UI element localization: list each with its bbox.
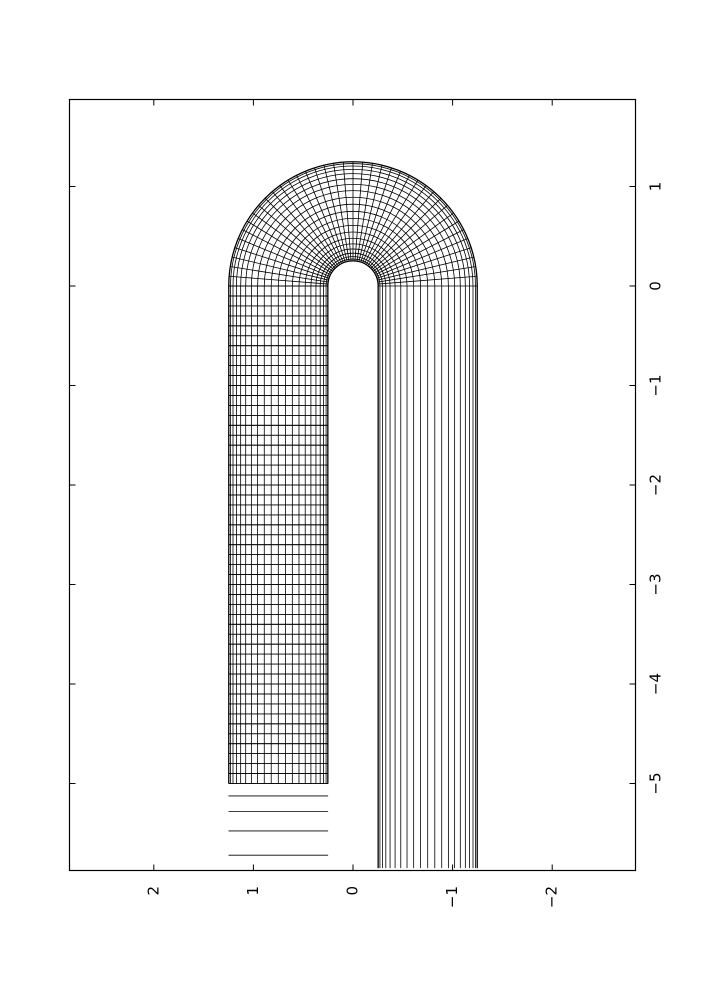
x-tick-label-5: 0 <box>647 281 665 291</box>
mesh-spoke-1 <box>377 275 478 285</box>
mesh-spoke-37 <box>231 256 329 281</box>
y-tick-label-1: 1 <box>244 886 262 896</box>
mesh-spoke-39 <box>228 275 329 285</box>
x-tick-label-6: 1 <box>647 182 665 192</box>
mesh-spoke-29 <box>271 191 338 268</box>
mesh-spoke-21 <box>342 161 352 262</box>
y-axis-ticks: 2 1 0 −1 −2 <box>144 99 561 908</box>
mesh-spoke-10 <box>370 197 442 269</box>
mesh-spoke-22 <box>333 163 350 262</box>
mesh-spoke-5 <box>375 238 469 277</box>
mesh-spoke-11 <box>368 191 435 268</box>
mesh-spoke-24 <box>314 167 346 263</box>
mesh-spoke-27 <box>287 179 341 265</box>
mesh-spoke-9 <box>371 204 448 271</box>
mesh-spoke-7 <box>374 220 460 274</box>
plot-frame <box>68 98 637 872</box>
mesh-arc-1 <box>327 260 379 287</box>
y-tick-label-3: −1 <box>443 886 461 908</box>
mesh-spoke-13 <box>365 179 419 265</box>
x-tick-label-3: −2 <box>647 474 665 496</box>
mesh-spoke-18 <box>356 163 373 262</box>
mesh-spoke-26 <box>296 174 343 265</box>
x-tick-label-2: −3 <box>647 573 665 595</box>
mesh-spoke-2 <box>377 266 477 283</box>
mesh-arc-0 <box>327 260 379 287</box>
mesh-spoke-19 <box>354 161 364 262</box>
y-tick-label-0: 2 <box>144 886 162 896</box>
mesh-spoke-4 <box>376 247 472 279</box>
mesh-spoke-32 <box>252 212 334 272</box>
x-tick-label-0: −5 <box>647 772 665 794</box>
mesh-spoke-23 <box>323 164 348 262</box>
mesh-layer <box>228 161 478 869</box>
mesh-spoke-8 <box>372 212 454 272</box>
mesh-spoke-28 <box>279 185 339 267</box>
mesh-spoke-15 <box>362 170 402 264</box>
mesh-spoke-12 <box>367 185 427 267</box>
mesh-spoke-31 <box>258 204 335 271</box>
x-tick-label-4: −1 <box>647 374 665 396</box>
mesh-spoke-17 <box>358 164 383 262</box>
mesh-spoke-3 <box>377 256 475 281</box>
mesh-spoke-34 <box>241 229 331 276</box>
mesh-spoke-25 <box>304 170 344 264</box>
mesh-arc-22 <box>228 161 478 287</box>
y-tick-label-4: −2 <box>543 886 561 908</box>
mesh-spoke-14 <box>363 174 410 265</box>
y-tick-label-2: 0 <box>344 886 362 896</box>
mesh-spoke-36 <box>234 247 330 279</box>
x-axis-ticks: −5 −4 −3 −2 −1 0 1 <box>69 182 665 795</box>
mesh-spoke-35 <box>237 238 331 277</box>
mesh-spoke-16 <box>360 167 392 263</box>
x-tick-label-1: −4 <box>647 673 665 695</box>
mesh-spoke-33 <box>246 220 332 274</box>
mesh-spoke-30 <box>264 197 336 269</box>
mesh-spoke-38 <box>229 266 329 283</box>
mesh-spoke-6 <box>375 229 465 276</box>
